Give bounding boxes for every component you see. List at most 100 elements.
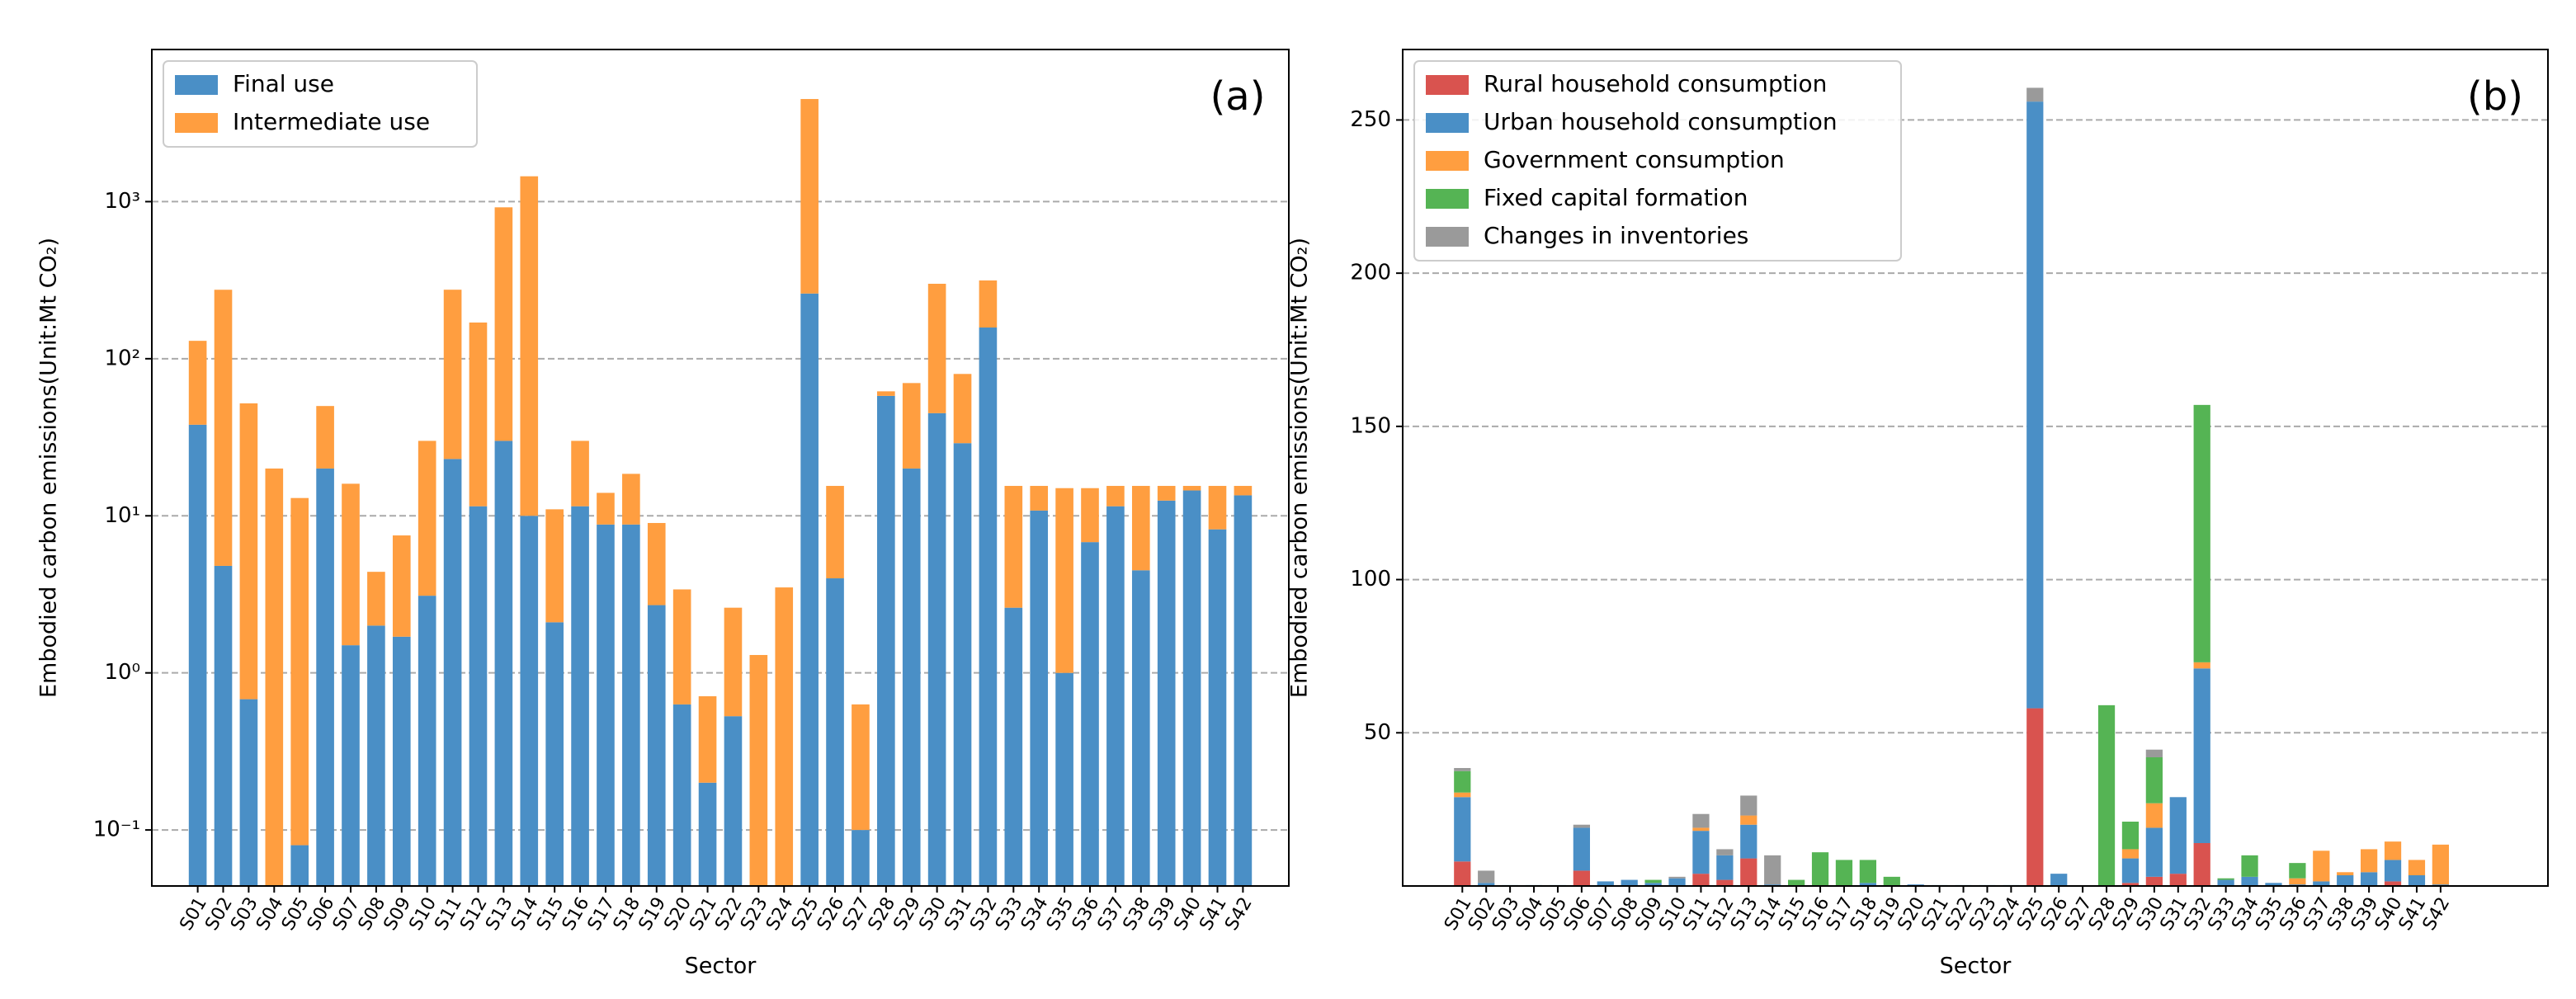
bar-segment — [2384, 841, 2402, 860]
bar-segment — [545, 622, 564, 886]
y-tick-label: 10³ — [104, 189, 140, 214]
bar-segment — [469, 506, 488, 886]
x-tick-label: S05 — [278, 894, 314, 935]
bar-segment — [316, 468, 334, 886]
bar-segment — [927, 283, 946, 413]
bar-segment — [2145, 757, 2163, 803]
bar-segment — [1740, 858, 1757, 886]
bar-segment — [2289, 863, 2306, 879]
bar-segment — [239, 699, 258, 886]
bar-segment — [367, 572, 385, 626]
bar-segment — [1157, 500, 1176, 886]
x-tick-label: S07 — [329, 894, 365, 935]
x-tick-label: S03 — [227, 894, 262, 935]
bar-segment — [1835, 860, 1853, 886]
bar-segment — [1764, 855, 1781, 885]
bar-segment — [1157, 486, 1176, 501]
bar-segment — [749, 654, 768, 886]
bar-segment — [1668, 878, 1686, 886]
bar-segment — [826, 578, 844, 886]
bar-segment — [1644, 879, 1662, 884]
bar-segment — [2121, 849, 2140, 859]
x-tick-label: S14 — [507, 894, 543, 935]
bar-segment — [1478, 870, 1495, 884]
x-tick-label: S18 — [610, 894, 645, 935]
x-tick-label: S16 — [559, 894, 594, 935]
bar-segment — [2169, 874, 2187, 886]
bar-segment — [2361, 872, 2378, 886]
bar-segment — [1182, 486, 1201, 491]
x-tick-label: S06 — [304, 894, 339, 935]
bar-segment — [698, 696, 717, 783]
legend-swatch — [1426, 189, 1469, 209]
legend-label: Fixed capital formation — [1484, 184, 1748, 211]
bar-segment — [1668, 876, 1686, 879]
legend-box — [163, 60, 478, 148]
bar-segment — [2193, 668, 2210, 843]
x-tick-label: S41 — [1196, 894, 1231, 935]
bar-segment — [953, 443, 972, 886]
bar-segment — [2026, 101, 2044, 709]
y-tick-label: 10¹ — [104, 503, 140, 528]
bar-segment — [647, 522, 666, 606]
bar-segment — [1716, 879, 1734, 886]
bar-segment — [775, 587, 794, 886]
bar-segment — [902, 383, 921, 469]
x-tick-label: S31 — [941, 894, 976, 935]
bar-segment — [800, 99, 819, 294]
bar-segment — [494, 207, 513, 441]
x-tick-label: S40 — [1170, 894, 1205, 935]
axes-frame — [1402, 49, 2549, 887]
bar-segment — [2097, 704, 2116, 886]
bar-segment — [1692, 874, 1710, 886]
x-tick-label: S24 — [762, 894, 798, 935]
bar-segment — [1030, 486, 1049, 511]
bar-segment — [1883, 876, 1900, 886]
legend-swatch — [1426, 75, 1469, 95]
bar-segment — [1030, 510, 1049, 886]
bar-segment — [2361, 849, 2378, 873]
x-tick-label: S37 — [1094, 894, 1130, 935]
bar-segment — [1716, 855, 1734, 880]
x-tick-label: S34 — [1017, 894, 1053, 935]
bar-segment — [1454, 861, 1471, 886]
legend-label: Government consumption — [1484, 146, 1785, 173]
bar-segment — [2265, 883, 2282, 886]
bar-segment — [1454, 792, 1471, 798]
bar-segment — [979, 328, 998, 886]
bar-segment — [443, 290, 462, 459]
legend-swatch — [1426, 151, 1469, 171]
bar-segment — [902, 468, 921, 886]
bar-segment — [597, 492, 615, 525]
bar-segment — [418, 596, 436, 886]
x-tick-label: S28 — [865, 894, 900, 935]
x-tick-label: S04 — [252, 894, 288, 935]
bar-segment — [265, 468, 284, 886]
bar-segment — [1454, 770, 1471, 793]
x-tick-label: S27 — [839, 894, 875, 935]
bar-segment — [2026, 708, 2044, 886]
annotation: (b) — [2467, 73, 2523, 120]
bar-segment — [2289, 878, 2306, 885]
bar-segment — [1208, 486, 1227, 530]
bar-segment — [1740, 824, 1757, 859]
bar-segment — [597, 524, 615, 886]
bar-segment — [418, 441, 436, 596]
y-tick-label: 200 — [1350, 261, 1391, 285]
bar-segment — [520, 516, 539, 886]
bar-segment — [2241, 876, 2258, 886]
x-tick-label: S22 — [711, 894, 747, 935]
x-tick-label: S08 — [355, 894, 390, 935]
x-tick-label: S38 — [1120, 894, 1155, 935]
bar-segment — [2145, 876, 2163, 886]
x-tick-label: S26 — [814, 894, 849, 935]
bar-segment — [1859, 883, 1876, 886]
bar-segment — [927, 412, 946, 886]
bar-segment — [1234, 486, 1253, 496]
x-tick-label: S12 — [456, 894, 492, 935]
bar-segment — [571, 506, 589, 886]
bar-segment — [2050, 874, 2068, 886]
bar-segment — [2337, 872, 2354, 875]
x-axis-label: Sector — [1940, 954, 2012, 979]
